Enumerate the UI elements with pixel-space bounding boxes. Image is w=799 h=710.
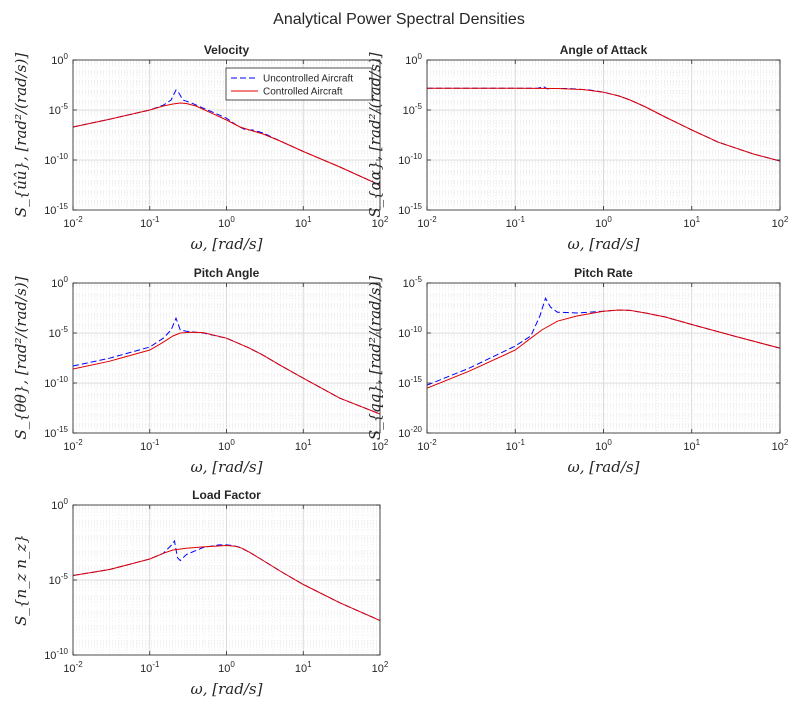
x-tick-label: 100: [595, 438, 612, 453]
grid: [72, 504, 381, 656]
x-axis-label: ω, [rad/s]: [191, 680, 263, 698]
x-tick-label: 10-1: [506, 438, 526, 453]
x-tick-label: 102: [372, 660, 389, 675]
x-tick-label: 10-2: [63, 215, 83, 230]
x-axis-label: ω, [rad/s]: [191, 235, 263, 253]
x-tick-label: 101: [295, 660, 312, 675]
x-axis-label: ω, [rad/s]: [191, 458, 263, 476]
subplot-title: Angle of Attack: [560, 43, 648, 57]
x-tick-label: 10-2: [63, 660, 83, 675]
y-axis-label: S_{n_z n_z}: [12, 534, 30, 626]
y-tick-label: 10-5: [49, 102, 69, 117]
grid: [426, 282, 781, 434]
x-tick-label: 102: [372, 215, 389, 230]
x-axis-label: ω, [rad/s]: [568, 458, 640, 476]
x-tick-label: 10-1: [140, 438, 160, 453]
x-axis-label: ω, [rad/s]: [568, 235, 640, 253]
x-tick-label: 100: [218, 215, 235, 230]
y-tick-label: 100: [51, 497, 68, 512]
y-tick-label: 10-5: [403, 102, 423, 117]
y-tick-label: 10-15: [398, 202, 422, 217]
y-tick-label: 10-10: [44, 647, 68, 662]
y-tick-label: 10-10: [398, 152, 422, 167]
subplot-load-factor: 10-2 10-1 100 101 102 10-10 10-5 100 Load Factor…: [12, 488, 389, 698]
series-controlled-line: [73, 544, 380, 621]
x-tick-label: 102: [772, 215, 789, 230]
y-tick-label: 10-5: [49, 572, 69, 587]
y-axis-label: S_{ûû}, [rad²/(rad/s)]: [12, 53, 30, 218]
series-controlled-line: [73, 102, 380, 186]
legend-box: [225, 67, 373, 101]
figure-title: Analytical Power Spectral Densities: [273, 11, 525, 28]
y-tick-label: 10-10: [398, 325, 422, 340]
x-tick-label: 102: [372, 438, 389, 453]
x-tick-label: 100: [218, 438, 235, 453]
x-tick-label: 10-1: [506, 215, 526, 230]
y-tick-label: 100: [405, 52, 422, 67]
y-tick-label: 10-10: [44, 375, 68, 390]
subplot-title: Load Factor: [192, 488, 261, 502]
subplot-title: Velocity: [204, 43, 250, 57]
x-tick-label: 101: [295, 215, 312, 230]
subplots: 10-2 10-1 100 101 102 10-15 10-10 10-5 100 Veloci…: [12, 43, 789, 698]
y-tick-label: 10-15: [44, 425, 68, 440]
y-tick-label: 10-20: [398, 425, 422, 440]
y-tick-label: 10-5: [49, 325, 69, 340]
x-tick-label: 101: [683, 215, 700, 230]
subplot-pitch-angle: 10-2 10-1 100 101 102 10-15 10-10 10-5 100 Pitch …: [12, 266, 389, 476]
subplot-pitch-rate: 10-2 10-1 100 101 102 10-20 10-15 10-10 10-5 Pitc…: [366, 266, 789, 476]
x-tick-label: 10-2: [417, 438, 437, 453]
legend-entry: Uncontrolled Aircraft: [263, 74, 353, 85]
x-tick-label: 101: [295, 438, 312, 453]
series-controlled-line: [427, 87, 780, 162]
series-controlled-line: [73, 331, 380, 415]
y-axis-label: S_{αα}, [rad²/(rad/s)]: [366, 52, 384, 217]
subplot-title: Pitch Angle: [194, 266, 260, 280]
x-tick-label: 100: [218, 660, 235, 675]
x-tick-label: 10-1: [140, 660, 160, 675]
x-tick-label: 10-2: [417, 215, 437, 230]
legend-entry: Controlled Aircraft: [263, 87, 343, 98]
subplot-title: Pitch Rate: [574, 266, 633, 280]
y-axis-label: S_{qq}, [rad²/(rad/s)]: [366, 276, 384, 440]
y-tick-label: 10-15: [44, 202, 68, 217]
series-controlled-line: [427, 309, 780, 389]
y-tick-label: 100: [51, 52, 68, 67]
y-axis-label: S_{θθ}, [rad²/(rad/s)]: [12, 276, 30, 439]
grid: [72, 282, 381, 434]
y-tick-label: 10-10: [44, 152, 68, 167]
y-tick-label: 100: [51, 275, 68, 290]
y-tick-label: 10-15: [398, 375, 422, 390]
subplot-angle-of-attack: 10-2 10-1 100 101 102 10-15 10-10 10-5 100 Angle …: [366, 43, 789, 253]
subplot-velocity: 10-2 10-1 100 101 102 10-15 10-10 10-5 100 Veloci…: [12, 43, 389, 253]
y-tick-label: 10-5: [403, 275, 423, 290]
x-tick-label: 100: [595, 215, 612, 230]
x-tick-label: 10-1: [140, 215, 160, 230]
x-tick-label: 10-2: [63, 438, 83, 453]
legend: Uncontrolled Aircraft Controlled Aircraft: [225, 67, 373, 101]
x-tick-label: 101: [683, 438, 700, 453]
x-tick-label: 102: [772, 438, 789, 453]
